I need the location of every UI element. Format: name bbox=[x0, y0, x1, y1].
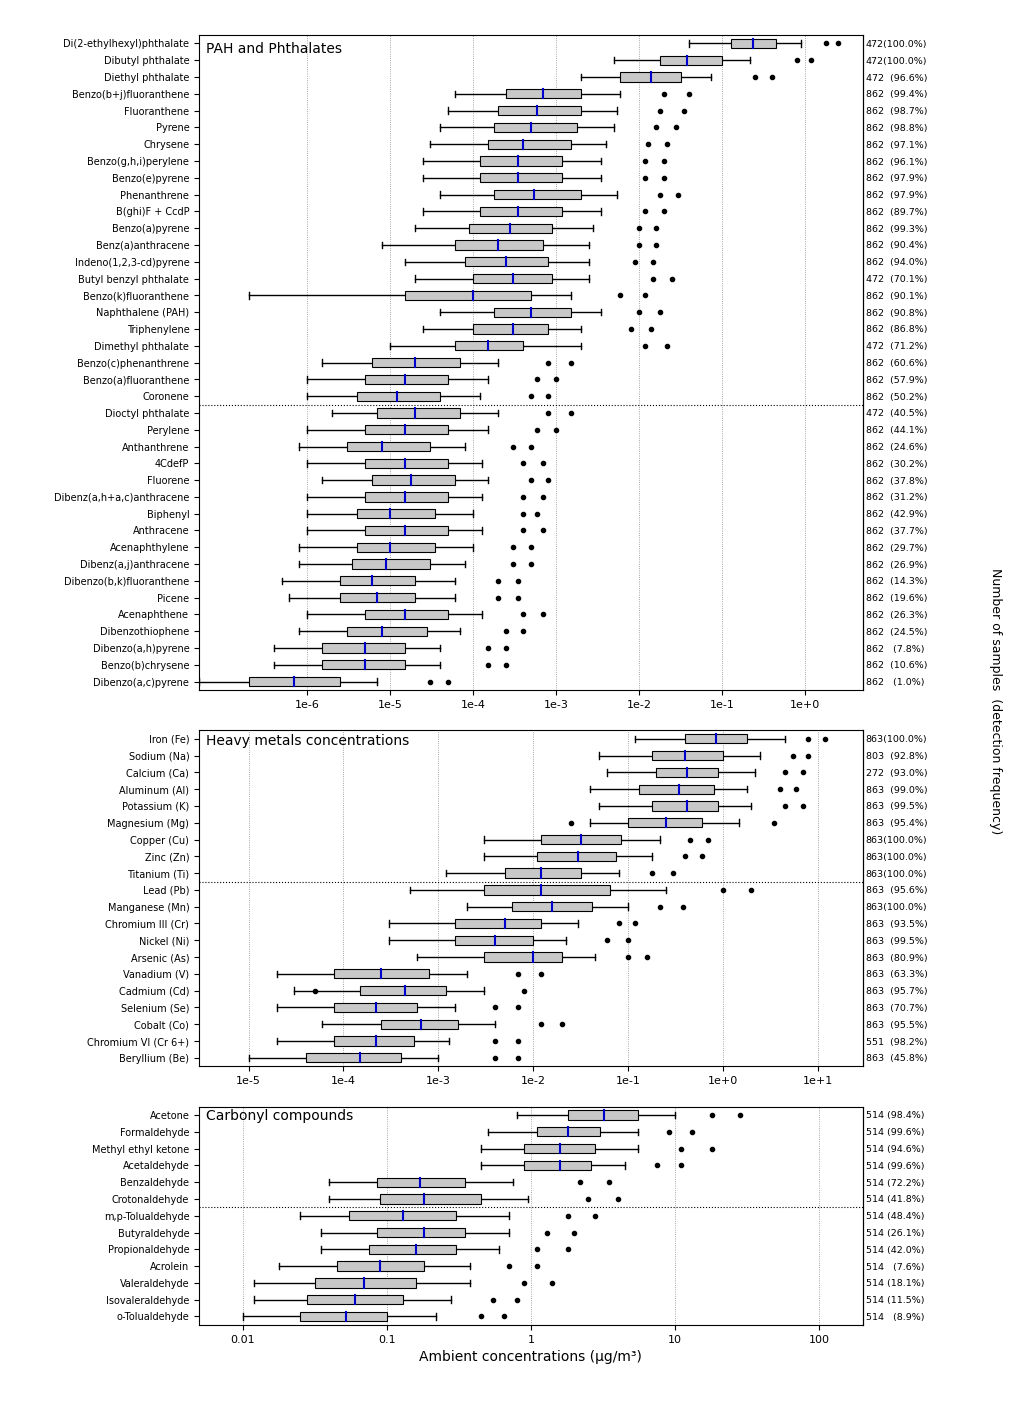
Bar bbox=[480, 206, 563, 216]
Bar bbox=[660, 56, 722, 64]
Bar bbox=[537, 1127, 599, 1137]
Bar bbox=[334, 1036, 414, 1046]
Bar bbox=[337, 1262, 424, 1270]
Bar bbox=[349, 1211, 455, 1220]
Text: Number of samples  (detection frequency): Number of samples (detection frequency) bbox=[989, 568, 1002, 834]
Bar bbox=[652, 802, 719, 810]
Bar bbox=[454, 240, 543, 250]
Bar bbox=[537, 851, 616, 861]
Bar bbox=[340, 593, 415, 603]
Bar bbox=[377, 1178, 466, 1186]
Bar bbox=[455, 918, 540, 928]
Bar bbox=[454, 341, 523, 350]
Bar bbox=[540, 836, 621, 844]
Bar bbox=[731, 39, 776, 48]
Bar bbox=[300, 1312, 387, 1321]
Bar bbox=[473, 324, 548, 334]
Bar bbox=[377, 408, 460, 418]
Bar bbox=[360, 986, 446, 995]
Bar bbox=[357, 509, 435, 519]
Bar bbox=[346, 627, 427, 637]
Bar bbox=[357, 391, 440, 401]
Bar bbox=[525, 1161, 591, 1169]
Bar bbox=[334, 1002, 418, 1012]
Bar bbox=[506, 90, 581, 98]
Bar bbox=[480, 174, 563, 182]
Bar bbox=[322, 644, 404, 653]
Bar bbox=[366, 526, 448, 536]
Bar bbox=[488, 140, 571, 149]
Bar bbox=[657, 768, 719, 777]
Bar bbox=[369, 1245, 455, 1253]
Bar bbox=[473, 273, 552, 283]
Bar bbox=[469, 223, 552, 233]
Bar bbox=[381, 1019, 457, 1029]
Bar bbox=[494, 123, 577, 132]
Text: Carbonyl compounds: Carbonyl compounds bbox=[206, 1109, 353, 1123]
Text: PAH and Phthalates: PAH and Phthalates bbox=[206, 42, 342, 56]
Bar bbox=[377, 1228, 466, 1237]
Bar bbox=[568, 1110, 638, 1120]
Bar bbox=[346, 442, 430, 451]
Bar bbox=[513, 901, 592, 911]
Text: Heavy metals concentrations: Heavy metals concentrations bbox=[206, 733, 409, 747]
Bar bbox=[498, 107, 581, 115]
X-axis label: Ambient concentrations (μg/m³): Ambient concentrations (μg/m³) bbox=[420, 1350, 642, 1364]
Bar bbox=[480, 157, 563, 165]
Bar bbox=[334, 969, 429, 979]
Bar bbox=[652, 751, 723, 760]
Bar bbox=[525, 1144, 595, 1154]
Bar bbox=[494, 307, 571, 317]
Bar bbox=[621, 73, 681, 81]
Bar bbox=[372, 475, 454, 485]
Bar bbox=[494, 191, 581, 199]
Bar bbox=[465, 257, 548, 266]
Bar bbox=[366, 458, 448, 468]
Bar bbox=[307, 1295, 403, 1304]
Bar bbox=[315, 1279, 417, 1287]
Bar bbox=[322, 660, 404, 670]
Bar bbox=[249, 677, 340, 686]
Bar bbox=[484, 885, 611, 894]
Bar bbox=[305, 1053, 400, 1063]
Bar bbox=[366, 610, 448, 620]
Bar bbox=[366, 374, 448, 384]
Bar bbox=[484, 952, 562, 962]
Bar bbox=[404, 290, 531, 300]
Bar bbox=[340, 576, 415, 586]
Bar bbox=[357, 543, 435, 552]
Bar bbox=[380, 1195, 481, 1203]
Bar bbox=[352, 559, 430, 569]
Bar bbox=[366, 492, 448, 502]
Bar bbox=[685, 735, 747, 743]
Bar bbox=[366, 425, 448, 435]
Bar bbox=[455, 935, 533, 945]
Bar bbox=[504, 868, 581, 878]
Bar bbox=[639, 785, 714, 794]
Bar bbox=[372, 358, 460, 367]
Bar bbox=[628, 819, 701, 827]
